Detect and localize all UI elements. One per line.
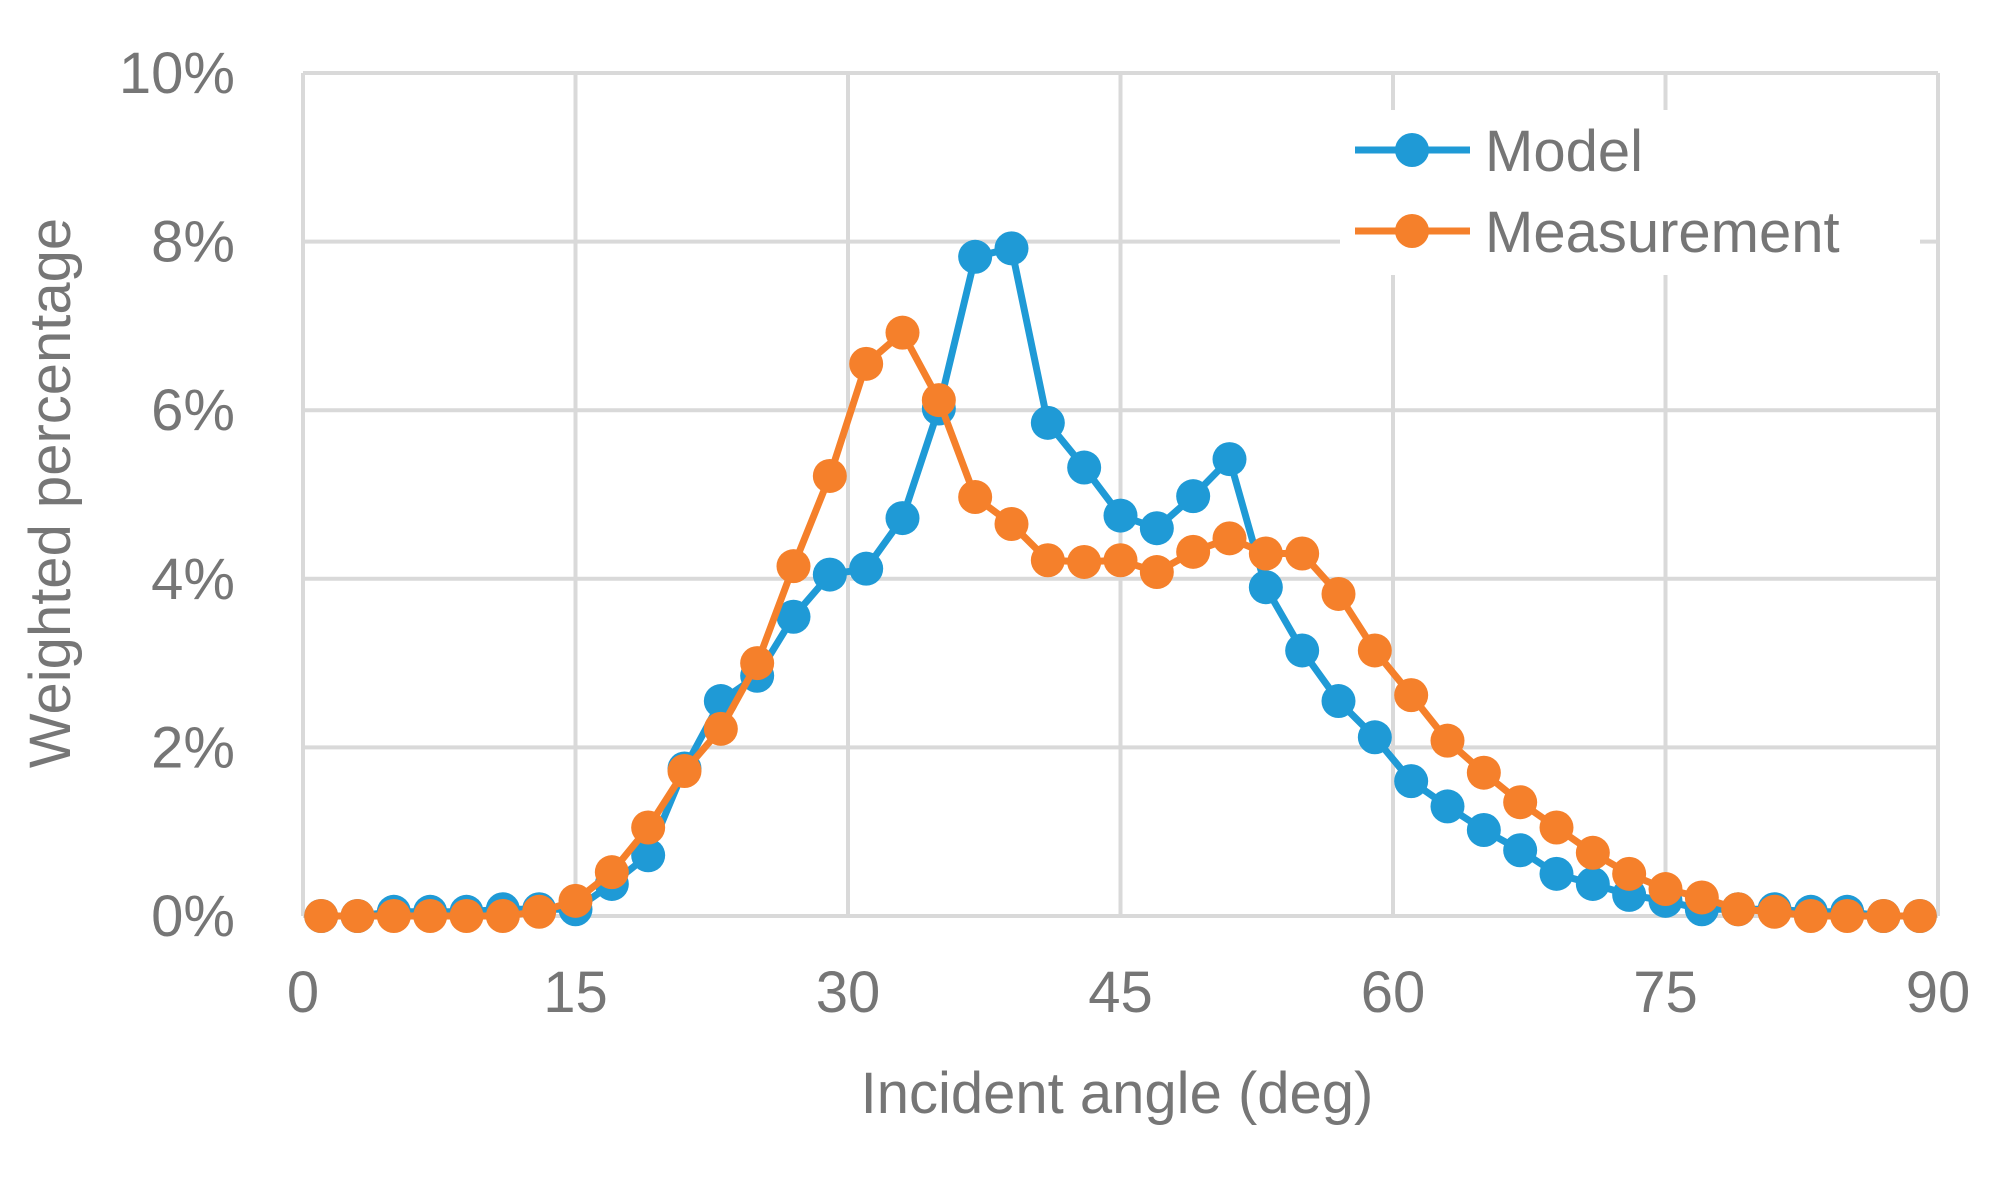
data-point-model [885,501,920,536]
data-point-measurement [1793,899,1828,933]
data-point-model [1503,833,1538,868]
data-point-model [631,838,666,873]
data-point-model [1394,764,1429,799]
data-point-model [1357,720,1392,755]
data-point-model [812,557,847,592]
data-point-model [1321,684,1356,719]
data-point-measurement [667,754,702,789]
data-point-measurement [1176,534,1211,569]
data-point-measurement [1285,536,1320,571]
data-point-measurement [812,458,847,493]
data-point-measurement [1466,755,1501,790]
legend-marker-model [1395,133,1429,167]
data-point-measurement [594,855,629,890]
series-measurement [304,315,1937,933]
data-point-measurement [1721,892,1756,927]
x-tick-label: 75 [1633,960,1698,1025]
data-point-measurement [958,480,993,515]
data-point-measurement [1212,521,1247,556]
data-point-measurement [921,383,956,418]
x-tick-label: 30 [816,960,881,1025]
data-point-model [849,551,884,586]
data-point-measurement [994,507,1029,542]
y-tick-label: 10% [119,41,235,106]
x-axis-ticks: 0 15 30 45 60 75 90 [287,960,1970,1025]
data-point-measurement [776,549,811,584]
data-point-measurement [885,315,920,350]
data-point-model [1248,570,1283,605]
x-tick-label: 15 [543,960,608,1025]
data-point-model [1285,633,1320,668]
data-point-measurement [1575,835,1610,870]
legend: Model Measurement [1340,110,1920,275]
data-point-measurement [1830,899,1865,933]
data-point-measurement [1357,633,1392,668]
y-tick-label: 6% [151,378,235,443]
x-tick-label: 45 [1088,960,1153,1025]
data-point-measurement [1902,899,1937,933]
data-point-measurement [1394,678,1429,713]
data-point-measurement [1503,785,1538,820]
x-axis-title: Incident angle (deg) [861,1061,1374,1126]
x-tick-label: 0 [287,960,319,1025]
data-point-model [994,231,1029,266]
data-point-measurement [1684,880,1719,915]
legend-background [1340,110,1920,275]
data-point-measurement [1030,543,1065,578]
data-point-measurement [376,899,411,933]
data-point-measurement [1612,856,1647,891]
data-point-measurement [1067,544,1102,579]
data-point-model [1430,789,1465,824]
data-point-measurement [1757,894,1792,929]
data-point-model [1176,479,1211,514]
data-point-measurement [449,899,484,933]
data-point-measurement [1648,872,1683,907]
data-point-measurement [1139,555,1174,590]
data-point-model [1067,450,1102,485]
data-point-measurement [340,899,375,933]
data-point-measurement [1248,536,1283,571]
data-point-model [776,599,811,634]
series-layer [304,231,1937,933]
data-point-measurement [1430,723,1465,758]
data-point-model [1575,866,1610,901]
data-point-measurement [1103,543,1138,578]
x-tick-label: 90 [1906,960,1971,1025]
data-point-measurement [849,346,884,381]
legend-item-measurement: Measurement [1355,200,1840,265]
y-tick-label: 0% [151,884,235,949]
data-point-measurement [1866,899,1901,933]
data-point-model [958,239,993,274]
data-point-measurement [485,899,520,933]
data-point-model [1139,511,1174,546]
data-point-measurement [703,711,738,746]
y-tick-label: 4% [151,547,235,612]
data-point-measurement [304,899,339,933]
legend-item-model: Model [1355,119,1643,184]
legend-marker-measurement [1395,214,1429,248]
data-point-model [1466,813,1501,848]
legend-label-measurement: Measurement [1485,200,1840,265]
data-point-model [1539,856,1574,891]
data-point-measurement [1539,810,1574,845]
data-point-model [1030,405,1065,440]
data-point-measurement [522,894,557,929]
data-point-measurement [413,899,448,933]
x-tick-label: 60 [1361,960,1426,1025]
data-point-measurement [631,810,666,845]
data-point-model [1103,498,1138,533]
data-point-model [1212,442,1247,477]
data-point-measurement [740,646,775,681]
y-tick-label: 2% [151,715,235,780]
data-point-measurement [558,883,593,918]
y-tick-label: 8% [151,210,235,275]
y-axis-title: Weighted percentage [18,218,83,768]
y-axis-ticks: 0% 2% 4% 6% 8% 10% [119,41,235,949]
data-point-measurement [1321,576,1356,611]
legend-label-model: Model [1485,119,1643,184]
